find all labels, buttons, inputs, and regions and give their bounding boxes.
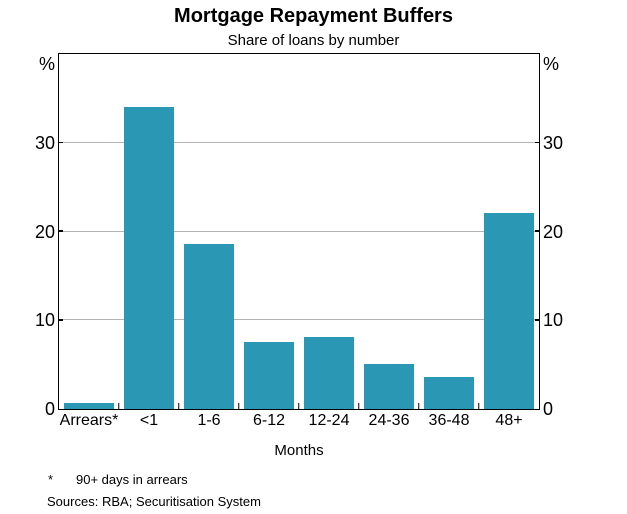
y-tick-right-10 — [534, 319, 539, 321]
y-axis-unit-left: % — [38, 54, 55, 74]
x-boundary-tick-3 — [237, 402, 240, 409]
x-tick-label-24-36: 24-36 — [368, 412, 410, 429]
y-axis-labels-right: 0 10 20 30 — [543, 0, 603, 514]
gridline-10 — [58, 319, 539, 321]
bar-<1 — [123, 106, 174, 409]
footnote: * 90+ days in arrears — [0, 472, 627, 489]
sources: Sources: RBA; Securitisation System — [0, 494, 627, 511]
bar-12-24 — [303, 336, 354, 409]
y-tick-left-10 — [58, 319, 63, 321]
x-tick-label-<1: <1 — [139, 412, 159, 429]
y-tick-right-30 — [534, 141, 539, 143]
gridline-30 — [58, 141, 539, 143]
x-tick-label-12-24: 12-24 — [308, 412, 350, 429]
bar-36-48 — [423, 377, 474, 409]
y-tick-label-right-20: 20 — [543, 221, 564, 242]
y-tick-label-left-10: 10 — [34, 310, 55, 331]
footnote-marker: * — [48, 472, 54, 487]
plot-area — [57, 52, 540, 410]
y-tick-label-right-0: 0 — [543, 399, 554, 419]
y-tick-right-20 — [534, 230, 539, 232]
x-tick-label-48+: 48+ — [495, 412, 523, 429]
x-tick-label-Arrears*: Arrears* — [59, 412, 119, 429]
x-axis-title: Months — [274, 442, 324, 459]
y-tick-label-right-10: 10 — [543, 310, 564, 331]
sources-label: Sources: — [47, 494, 99, 509]
bar-24-36 — [363, 364, 414, 409]
chart-subtitle: Share of loans by number — [227, 32, 400, 49]
footnote-text: 90+ days in arrears — [76, 472, 188, 487]
x-axis-labels: Arrears* <1 1-6 6-12 12-24 24-36 36-48 48+ — [59, 412, 539, 432]
chart-title: Mortgage Repayment Buffers — [174, 5, 453, 27]
x-tick-label-1-6: 1-6 — [197, 412, 221, 429]
sources-text: RBA; Securitisation System — [102, 494, 261, 509]
y-tick-label-left-0: 0 — [44, 399, 55, 419]
y-tick-left-30 — [58, 141, 63, 143]
x-boundary-tick-5 — [357, 402, 360, 409]
x-tick-label-36-48: 36-48 — [428, 412, 470, 429]
bar-Arrears* — [63, 403, 114, 409]
y-tick-label-right-30: 30 — [543, 132, 564, 153]
y-axis-unit-right: % — [543, 54, 560, 74]
x-boundary-tick-6 — [417, 402, 420, 409]
y-tick-label-left-30: 30 — [34, 132, 55, 153]
bar-6-12 — [243, 341, 294, 409]
y-axis-labels-left: 0 10 20 30 — [0, 0, 55, 514]
x-boundary-tick-1 — [117, 402, 120, 409]
x-boundary-tick-7 — [477, 402, 480, 409]
bar-48+ — [483, 213, 534, 409]
bar-1-6 — [183, 244, 234, 409]
y-tick-left-20 — [58, 230, 63, 232]
x-boundary-tick-4 — [297, 402, 300, 409]
y-tick-label-left-20: 20 — [34, 221, 55, 242]
x-boundary-tick-2 — [177, 402, 180, 409]
gridline-20 — [58, 230, 539, 232]
x-tick-label-6-12: 6-12 — [252, 412, 286, 429]
